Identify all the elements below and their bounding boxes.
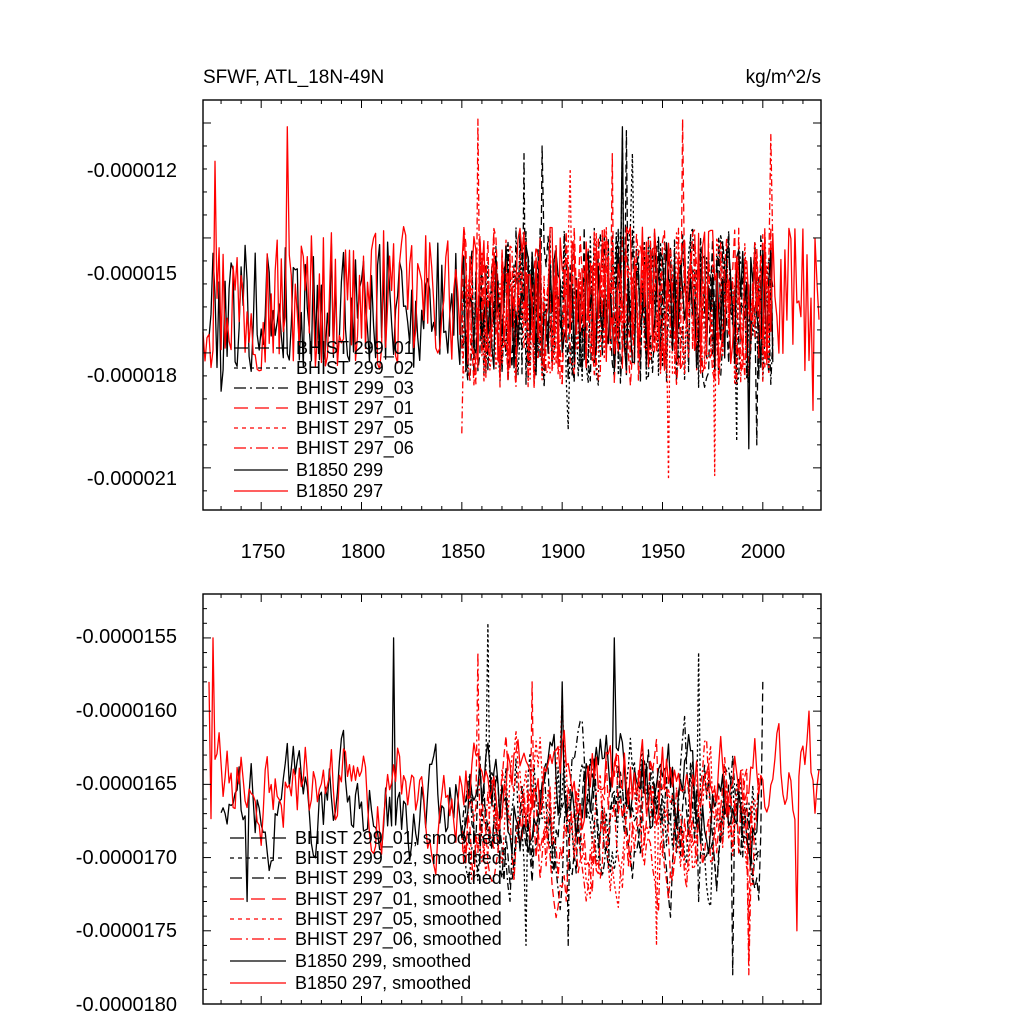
- top-series-line: [461, 152, 774, 442]
- bottom-ytick-label: -0.0000155: [76, 626, 177, 648]
- bottom-series-line: [208, 637, 820, 932]
- bottom-legend-label: BHIST 297_05, smoothed: [295, 909, 502, 930]
- bottom-panel: -0.0000155 -0.0000160 -0.0000165 -0.0000…: [76, 593, 822, 1016]
- bottom-series-line: [461, 681, 764, 976]
- top-panel: SFWF, ATL_18N-49N kg/m^2/s -0.000012 -0.…: [87, 67, 822, 563]
- bottom-ytick-label: -0.0000180: [76, 994, 177, 1016]
- bottom-legend-label: BHIST 299_02, smoothed: [295, 848, 502, 869]
- bottom-legend-label: BHIST 297_06, smoothed: [295, 929, 502, 950]
- top-xtick-label: 2000: [741, 541, 786, 563]
- bottom-series-line: [461, 651, 760, 976]
- top-series-group: [202, 118, 820, 480]
- top-xtick-label: 1900: [541, 541, 586, 563]
- top-ytick-label: -0.000021: [87, 468, 177, 490]
- bottom-ytick-label: -0.0000165: [76, 773, 177, 795]
- bottom-legend-label: B1850 297, smoothed: [295, 973, 471, 993]
- bottom-series-group: [208, 622, 820, 976]
- bottom-ticks-group: [203, 593, 821, 1005]
- bottom-ytick-label: -0.0000175: [76, 920, 177, 942]
- top-chart-units: kg/m^2/s: [746, 67, 821, 88]
- top-legend-label: B1850 297: [296, 481, 383, 501]
- bottom-series-line: [461, 715, 760, 947]
- top-legend-label: BHIST 297_01: [296, 398, 414, 419]
- top-series-line: [461, 168, 774, 480]
- top-xtick-label: 1950: [641, 541, 686, 563]
- bottom-legend-label: B1850 299, smoothed: [295, 951, 471, 971]
- bottom-legend-label: BHIST 299_03, smoothed: [295, 868, 502, 889]
- bottom-series-line: [461, 695, 760, 947]
- top-legend-label: BHIST 299_03: [296, 378, 414, 399]
- top-legend-label: BHIST 297_06: [296, 438, 414, 459]
- bottom-legend: BHIST 299_01, smoothed BHIST 299_02, smo…: [230, 828, 502, 993]
- top-xtick-label: 1800: [341, 541, 386, 563]
- top-legend: BHIST 299_01 BHIST 299_02 BHIST 299_03 B…: [234, 338, 414, 501]
- top-xtick-label: 1750: [241, 541, 286, 563]
- top-series-line: [461, 130, 774, 446]
- top-ytick-label: -0.000015: [87, 263, 177, 285]
- bottom-legend-label: BHIST 297_01, smoothed: [295, 889, 502, 910]
- bottom-ytick-label: -0.0000170: [76, 847, 177, 869]
- top-ticks-group: [203, 99, 821, 510]
- top-legend-label: BHIST 299_01: [296, 338, 414, 359]
- top-legend-label: BHIST 299_02: [296, 358, 414, 379]
- bottom-legend-label: BHIST 299_01, smoothed: [295, 828, 502, 849]
- bottom-ytick-label: -0.0000160: [76, 700, 177, 722]
- top-ytick-label: -0.000018: [87, 365, 177, 387]
- bottom-series-line: [220, 637, 760, 903]
- bottom-series-line: [461, 622, 760, 947]
- top-legend-label: BHIST 297_05: [296, 418, 414, 439]
- top-series-line: [208, 126, 774, 450]
- top-chart-title: SFWF, ATL_18N-49N: [203, 67, 384, 88]
- top-ytick-label: -0.000012: [87, 160, 177, 182]
- top-xtick-label: 1850: [441, 541, 486, 563]
- top-series-line: [202, 126, 820, 412]
- top-plot-frame: [202, 99, 822, 511]
- top-legend-label: B1850 299: [296, 460, 383, 480]
